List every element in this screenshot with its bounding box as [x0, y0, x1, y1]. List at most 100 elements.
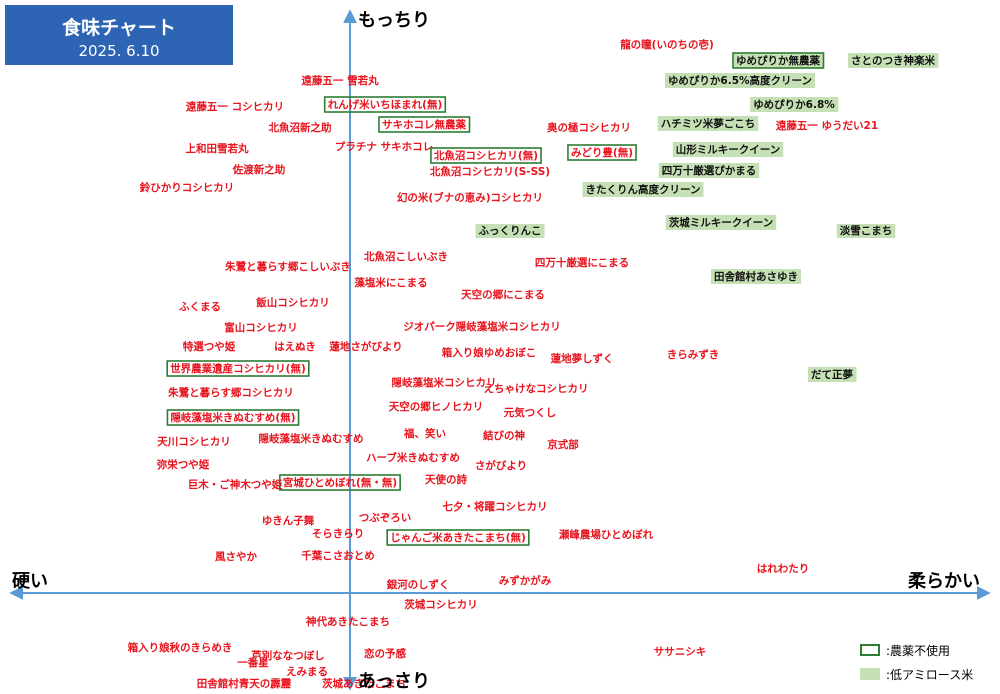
chart-point: 富山コシヒカリ	[224, 321, 298, 334]
chart-point: さがびより	[475, 459, 527, 472]
point-label: 芦別ななつぼし	[251, 649, 325, 662]
chart-point: 蓮地さがびより	[329, 340, 402, 353]
point-label: 蓮地夢しずく	[551, 352, 614, 365]
chart-point: 茨城あきたこまち	[322, 677, 406, 690]
chart-point: ササニシキ	[654, 646, 707, 658]
point-label: さがびより	[475, 459, 527, 472]
low-amylose-box	[848, 53, 939, 68]
point-label: みどり豊(無)	[571, 146, 633, 159]
point-label: 鈴ひかりコシヒカリ	[140, 181, 235, 194]
chart-point: 北魚沼新之助	[269, 121, 332, 134]
point-label: 隠岐藻塩米きぬむすめ	[259, 432, 364, 445]
point-label: 天川コシヒカリ	[157, 436, 231, 448]
chart-point: ジオパーク隠岐藻塩米コシヒカリ	[403, 320, 561, 333]
point-label: じゃんご米あきたこまち(無)	[390, 531, 526, 544]
point-label: 淡雪こまち	[840, 225, 893, 237]
chart-point: 茨城コシヒカリ	[404, 598, 478, 611]
organic-box	[386, 529, 530, 546]
chart-title: 食味チャート	[62, 17, 176, 39]
organic-box	[279, 474, 401, 491]
chart-point: 淡雪こまち	[836, 224, 896, 238]
chart-point: 北魚沼こしいぶき	[364, 250, 448, 263]
point-label: ササニシキ	[654, 646, 707, 658]
chart-point: れんげ米いちほまれ(無)	[323, 96, 447, 113]
point-label: ハチミツ米夢ごこち	[661, 117, 756, 130]
chart-point: きたくりん高度クリーン	[582, 182, 704, 197]
chart-point: 京式部	[547, 438, 579, 451]
chart-point: 巨木・ご神木つや姫	[188, 478, 283, 491]
chart-point: 山形ミルキークイーン	[672, 142, 784, 157]
chart-point: 銀河のしずく	[387, 578, 450, 591]
organic-box	[166, 409, 300, 426]
organic-box	[378, 116, 471, 133]
point-label: ふくまる	[179, 301, 221, 313]
chart-point: 芦別ななつぼし	[251, 649, 325, 662]
point-label: 朱鷺と暮らす郷こしいぶき	[225, 260, 351, 273]
point-label: 天空の郷ヒノヒカリ	[389, 400, 484, 413]
point-label: 世界農業遺産コシヒカリ(無)	[170, 362, 306, 375]
point-label: 宮城ひとめぼれ(無・無)	[283, 476, 397, 489]
chart-point: 恋の予感	[364, 647, 406, 660]
chart-point: そらきらり	[312, 528, 365, 540]
chart-point: だて正夢	[808, 367, 857, 382]
chart-point: 宮城ひとめぼれ(無・無)	[279, 474, 401, 491]
point-label: 特選つや姫	[183, 340, 236, 353]
chart-point: 特選つや姫	[183, 340, 236, 353]
point-label: 元気つくし	[504, 406, 557, 419]
point-label: えちゃけなコシヒカリ	[484, 383, 589, 395]
point-label: きらみずき	[667, 348, 720, 361]
point-label: 龍の瞳(いのちの壱)	[620, 38, 714, 51]
organic-box	[732, 52, 825, 69]
point-label: 遠藤五一 雪若丸	[301, 74, 379, 87]
point-label: 茨城コシヒカリ	[404, 598, 478, 611]
chart-point: 蓮地夢しずく	[551, 352, 614, 365]
point-label: 箱入り娘秋のきらめき	[128, 641, 233, 654]
chart-point: ゆめぴりか無農薬	[732, 52, 825, 69]
low-amylose-box	[582, 182, 704, 197]
point-label: 結びの神	[483, 429, 525, 442]
point-label: 富山コシヒカリ	[224, 321, 298, 334]
chart-point: 一番星	[237, 656, 269, 669]
point-label: ジオパーク隠岐藻塩米コシヒカリ	[403, 320, 561, 333]
point-label: 隠岐藻塩米コシヒカリ	[392, 376, 497, 389]
legend: :農薬不使用 :低アミロース米	[860, 640, 1000, 690]
chart-point: じゃんご米あきたこまち(無)	[386, 529, 530, 546]
point-label: 京式部	[547, 438, 579, 451]
legend-low-amylose-label: :低アミロース米	[886, 667, 974, 682]
point-label: 神代あきたこまち	[306, 615, 390, 628]
chart-point: 弥栄つや姫	[157, 458, 210, 471]
point-label: 藻塩米にこまる	[354, 276, 427, 289]
chart-point: はえぬき	[274, 341, 316, 353]
chart-point: ゆめぴりか6.8%	[750, 97, 839, 112]
organic-box	[567, 144, 637, 161]
chart-point: 天空の郷にこまる	[461, 288, 545, 301]
chart-point: ハーブ米きぬむすめ	[366, 451, 460, 464]
chart-point: 福、笑い	[403, 427, 446, 440]
point-label: 北魚沼こしいぶき	[364, 250, 448, 263]
chart-point: 田舎館村青天の霹靂	[197, 677, 292, 690]
legend-organic-label: :農薬不使用	[886, 643, 951, 658]
chart-point: サキホコレ無農薬	[378, 116, 471, 133]
low-amylose-box	[475, 224, 545, 238]
chart-date: 2025. 6.10	[78, 42, 160, 60]
point-label: そらきらり	[312, 528, 365, 540]
point-label: 福、笑い	[403, 427, 446, 440]
low-amylose-box	[808, 367, 857, 382]
point-label: 茨城ミルキークイーン	[669, 216, 773, 229]
chart-point: つぶぞろい	[359, 512, 412, 524]
chart-point: 上和田雪若丸	[186, 142, 249, 155]
point-label: 七夕・将躍コシヒカリ	[443, 500, 548, 513]
point-label: プラチナ サキホコレ	[335, 140, 433, 153]
chart-point: 瀬峰農場ひとめぼれ	[559, 528, 654, 541]
chart-point: 隠岐藻塩米きぬむすめ(無)	[166, 409, 300, 426]
chart-point: 風さやか	[215, 551, 257, 563]
chart-point: みどり豊(無)	[567, 144, 637, 161]
organic-box	[323, 96, 447, 113]
chart-point: さとのつき神楽米	[848, 53, 939, 68]
point-label: 恋の予感	[364, 647, 406, 660]
legend-organic: :農薬不使用	[860, 642, 950, 658]
axis-label-top: もっちり	[358, 10, 430, 31]
chart-point: 神代あきたこまち	[306, 615, 390, 628]
point-label: 箱入り娘ゆめおぼこ	[442, 346, 537, 359]
chart-point: 世界農業遺産コシヒカリ(無)	[166, 360, 310, 377]
